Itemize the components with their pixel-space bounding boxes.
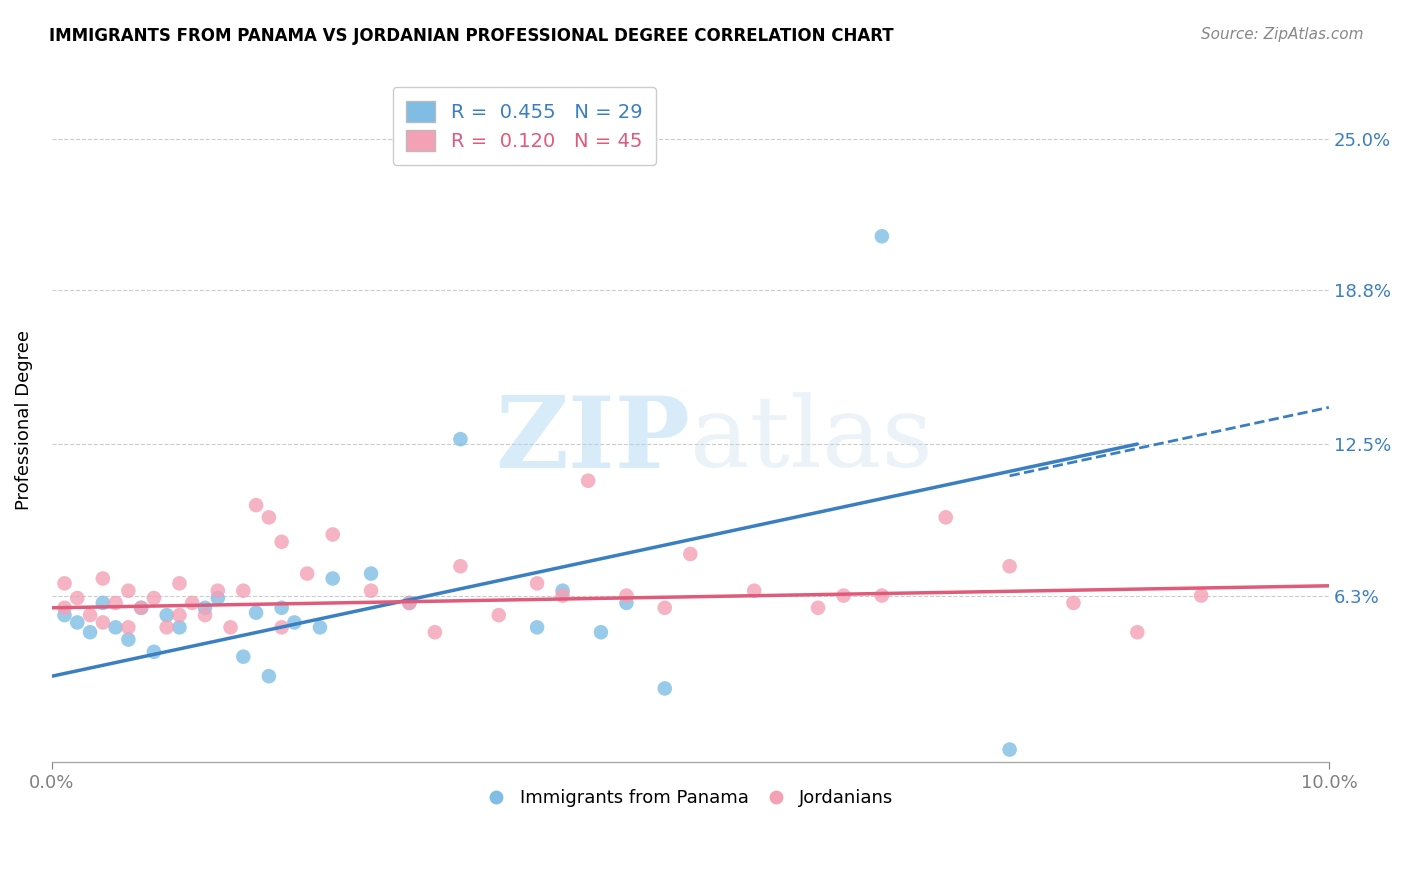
Point	[309, 620, 332, 634]
Point	[322, 572, 344, 586]
Point	[142, 645, 165, 659]
Point	[807, 600, 830, 615]
Point	[832, 589, 855, 603]
Point	[66, 591, 89, 605]
Point	[219, 620, 242, 634]
Point	[526, 620, 548, 634]
Point	[117, 583, 139, 598]
Point	[91, 615, 114, 630]
Text: Source: ZipAtlas.com: Source: ZipAtlas.com	[1201, 27, 1364, 42]
Point	[322, 527, 344, 541]
Point	[232, 583, 254, 598]
Point	[654, 600, 676, 615]
Point	[257, 669, 280, 683]
Point	[169, 576, 191, 591]
Point	[129, 600, 152, 615]
Point	[194, 608, 217, 623]
Text: atlas: atlas	[690, 392, 934, 488]
Point	[232, 649, 254, 664]
Point	[870, 589, 893, 603]
Point	[360, 566, 382, 581]
Point	[551, 583, 574, 598]
Point	[156, 620, 179, 634]
Point	[526, 576, 548, 591]
Point	[398, 596, 420, 610]
Point	[295, 566, 318, 581]
Point	[283, 615, 305, 630]
Point	[616, 589, 638, 603]
Point	[576, 474, 599, 488]
Point	[79, 625, 101, 640]
Point	[998, 742, 1021, 756]
Text: ZIP: ZIP	[495, 392, 690, 489]
Point	[589, 625, 612, 640]
Point	[270, 620, 292, 634]
Point	[79, 608, 101, 623]
Point	[449, 559, 471, 574]
Point	[207, 591, 229, 605]
Point	[245, 606, 267, 620]
Point	[360, 583, 382, 598]
Point	[156, 608, 179, 623]
Point	[257, 510, 280, 524]
Text: IMMIGRANTS FROM PANAMA VS JORDANIAN PROFESSIONAL DEGREE CORRELATION CHART: IMMIGRANTS FROM PANAMA VS JORDANIAN PROF…	[49, 27, 894, 45]
Point	[207, 583, 229, 598]
Point	[654, 681, 676, 696]
Legend: Immigrants from Panama, Jordanians: Immigrants from Panama, Jordanians	[479, 782, 901, 814]
Point	[169, 620, 191, 634]
Point	[66, 615, 89, 630]
Point	[104, 596, 127, 610]
Point	[423, 625, 446, 640]
Point	[104, 620, 127, 634]
Point	[998, 559, 1021, 574]
Point	[91, 596, 114, 610]
Point	[181, 596, 204, 610]
Point	[742, 583, 765, 598]
Point	[449, 432, 471, 446]
Point	[398, 596, 420, 610]
Point	[270, 534, 292, 549]
Point	[53, 608, 76, 623]
Y-axis label: Professional Degree: Professional Degree	[15, 330, 32, 509]
Point	[53, 576, 76, 591]
Point	[117, 632, 139, 647]
Point	[194, 600, 217, 615]
Point	[488, 608, 510, 623]
Point	[169, 608, 191, 623]
Point	[245, 498, 267, 512]
Point	[142, 591, 165, 605]
Point	[91, 572, 114, 586]
Point	[679, 547, 702, 561]
Point	[616, 596, 638, 610]
Point	[117, 620, 139, 634]
Point	[1126, 625, 1149, 640]
Point	[870, 229, 893, 244]
Point	[1062, 596, 1084, 610]
Point	[935, 510, 957, 524]
Point	[551, 589, 574, 603]
Point	[53, 600, 76, 615]
Point	[270, 600, 292, 615]
Point	[1189, 589, 1212, 603]
Point	[129, 600, 152, 615]
